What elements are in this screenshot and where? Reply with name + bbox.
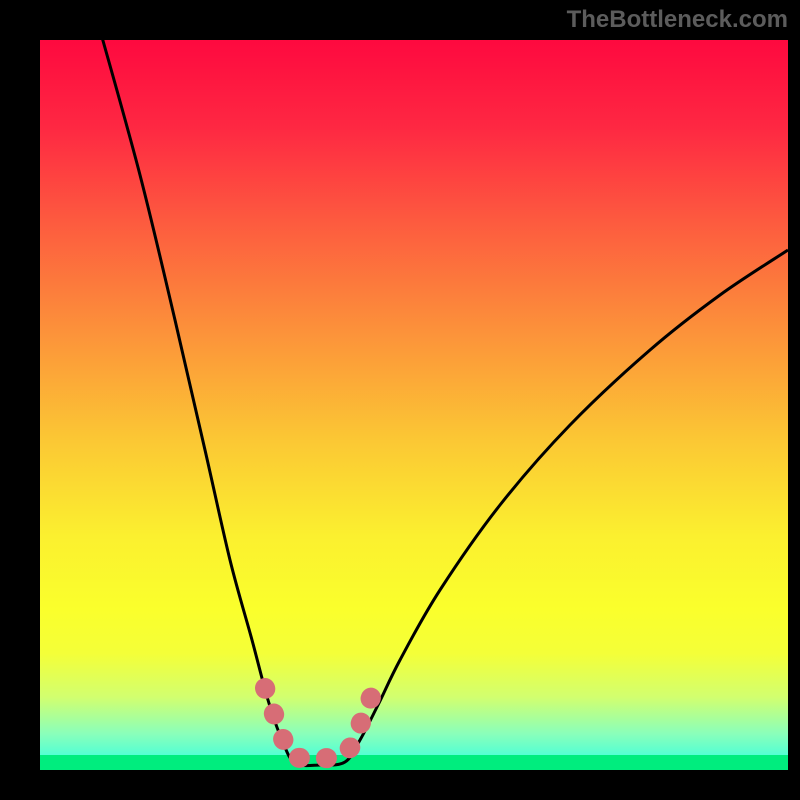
curve-layer bbox=[0, 0, 800, 800]
chart-container: TheBottleneck.com bbox=[0, 0, 800, 800]
highlight-u-band bbox=[265, 682, 377, 758]
bottleneck-curve bbox=[100, 30, 788, 766]
watermark-text: TheBottleneck.com bbox=[567, 6, 788, 34]
